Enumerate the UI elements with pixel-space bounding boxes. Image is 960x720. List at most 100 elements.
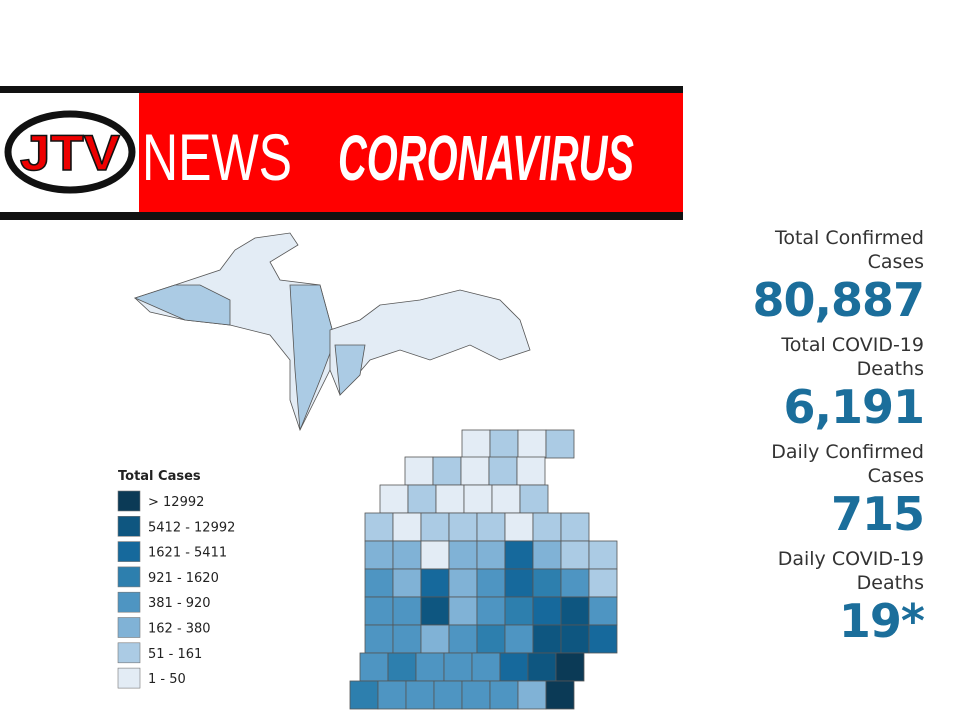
county bbox=[471, 652, 501, 682]
legend: Total Cases > 12992 5412 - 12992 1621 - 54… bbox=[117, 469, 235, 689]
county bbox=[476, 596, 506, 626]
county bbox=[527, 652, 557, 682]
logo-oval bbox=[4, 110, 136, 194]
county bbox=[504, 512, 534, 542]
county bbox=[359, 652, 389, 682]
county bbox=[463, 484, 493, 514]
county bbox=[532, 624, 562, 654]
legend-label: 51 - 161 bbox=[148, 647, 202, 662]
county bbox=[476, 624, 506, 654]
county bbox=[545, 680, 575, 710]
legend-swatch bbox=[117, 642, 141, 664]
legend-swatch bbox=[117, 490, 141, 512]
county bbox=[289, 284, 336, 431]
county bbox=[476, 540, 506, 570]
county bbox=[420, 540, 450, 570]
county bbox=[532, 512, 562, 542]
county bbox=[392, 540, 422, 570]
county bbox=[133, 284, 231, 326]
stat-label: Total COVID-19 Deaths bbox=[781, 334, 924, 380]
legend-label: 162 - 380 bbox=[148, 622, 211, 637]
county bbox=[489, 429, 519, 459]
county bbox=[415, 652, 445, 682]
header-red bbox=[139, 93, 683, 212]
county bbox=[420, 512, 450, 542]
county bbox=[560, 540, 590, 570]
legend-title: Total Cases bbox=[118, 469, 201, 484]
stat: Total Confirmed Cases 80,887 bbox=[724, 226, 925, 327]
county bbox=[499, 652, 529, 682]
county bbox=[364, 568, 394, 598]
county bbox=[448, 596, 478, 626]
map bbox=[133, 232, 618, 710]
county bbox=[433, 680, 463, 710]
legend-label: 5412 - 12992 bbox=[148, 520, 235, 535]
county bbox=[504, 540, 534, 570]
legend-swatch bbox=[117, 515, 141, 537]
legend-label: 921 - 1620 bbox=[148, 571, 219, 586]
county bbox=[349, 680, 379, 710]
county bbox=[432, 456, 462, 486]
legend-label: > 12992 bbox=[148, 495, 204, 510]
legend-swatch bbox=[117, 541, 141, 562]
county bbox=[560, 512, 590, 542]
county bbox=[334, 344, 366, 396]
legend-swatch bbox=[117, 667, 141, 689]
county bbox=[461, 429, 491, 459]
legend-swatch bbox=[117, 566, 141, 588]
county bbox=[420, 596, 450, 626]
county bbox=[489, 680, 519, 710]
stat-value: 19* bbox=[838, 594, 925, 648]
county bbox=[364, 596, 394, 626]
county bbox=[461, 680, 491, 710]
legend-swatch bbox=[117, 591, 141, 613]
county bbox=[364, 624, 394, 654]
county bbox=[443, 652, 473, 682]
county bbox=[517, 680, 547, 710]
county bbox=[517, 429, 547, 459]
county bbox=[545, 429, 575, 459]
stat-label: Total Confirmed Cases bbox=[774, 227, 924, 273]
county bbox=[588, 540, 618, 570]
stat: Total COVID-19 Deaths 6,191 bbox=[724, 333, 925, 433]
county bbox=[519, 484, 549, 514]
brand: NEWS bbox=[142, 120, 292, 194]
county bbox=[392, 512, 422, 542]
county bbox=[379, 484, 409, 514]
county bbox=[392, 624, 422, 654]
county bbox=[448, 568, 478, 598]
upper-peninsula-east bbox=[329, 289, 531, 396]
county bbox=[588, 624, 618, 654]
stat-value: 80,887 bbox=[752, 273, 925, 327]
county bbox=[488, 456, 518, 486]
county bbox=[504, 568, 534, 598]
county bbox=[364, 512, 394, 542]
stat: Daily Confirmed Cases 715 bbox=[724, 440, 925, 541]
county bbox=[420, 624, 450, 654]
county bbox=[504, 624, 534, 654]
county bbox=[377, 680, 407, 710]
county bbox=[560, 596, 590, 626]
stat-label: Daily COVID-19 Deaths bbox=[777, 548, 924, 594]
logo: JTV bbox=[20, 125, 121, 181]
topic: CORONAVIRUS bbox=[338, 122, 634, 194]
county bbox=[387, 652, 417, 682]
legend-label: 381 - 920 bbox=[148, 596, 211, 611]
legend-swatch bbox=[117, 617, 141, 638]
county bbox=[532, 568, 562, 598]
county bbox=[532, 596, 562, 626]
county bbox=[448, 540, 478, 570]
county bbox=[532, 540, 562, 570]
county bbox=[407, 484, 437, 514]
legend-label: 1 - 50 bbox=[148, 672, 186, 687]
county bbox=[448, 512, 478, 542]
county bbox=[404, 456, 434, 486]
county bbox=[588, 568, 618, 598]
county bbox=[588, 596, 618, 626]
stat-value: 715 bbox=[830, 487, 925, 541]
county bbox=[435, 484, 465, 514]
county bbox=[392, 596, 422, 626]
county bbox=[504, 596, 534, 626]
county bbox=[448, 624, 478, 654]
